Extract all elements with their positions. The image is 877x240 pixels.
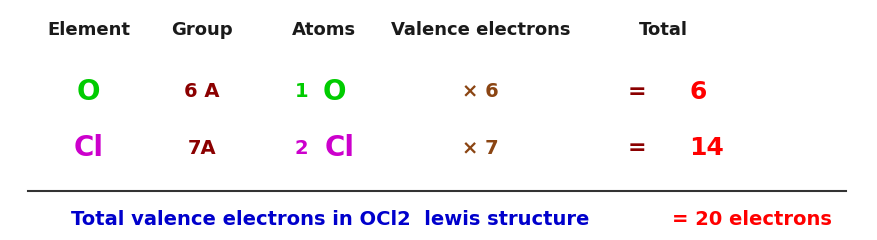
Text: Group: Group (171, 21, 232, 39)
Text: Element: Element (47, 21, 130, 39)
Text: 7A: 7A (188, 139, 216, 158)
Text: 2: 2 (295, 139, 309, 158)
Text: =: = (628, 138, 646, 158)
Text: Total: Total (638, 21, 688, 39)
Text: 6: 6 (689, 79, 707, 103)
Text: Valence electrons: Valence electrons (390, 21, 570, 39)
Text: × 7: × 7 (462, 139, 498, 158)
Text: = 20 electrons: = 20 electrons (672, 210, 831, 229)
Text: Cl: Cl (74, 134, 103, 162)
Text: 6 A: 6 A (184, 82, 219, 101)
Text: O: O (76, 78, 100, 106)
Text: 1: 1 (295, 82, 309, 101)
Text: Total valence electrons in OCl2  lewis structure: Total valence electrons in OCl2 lewis st… (71, 210, 589, 229)
Text: Atoms: Atoms (291, 21, 355, 39)
Text: × 6: × 6 (462, 82, 499, 101)
Text: Cl: Cl (324, 134, 354, 162)
Text: 14: 14 (689, 137, 724, 161)
Text: O: O (322, 78, 346, 106)
Text: =: = (628, 82, 646, 102)
